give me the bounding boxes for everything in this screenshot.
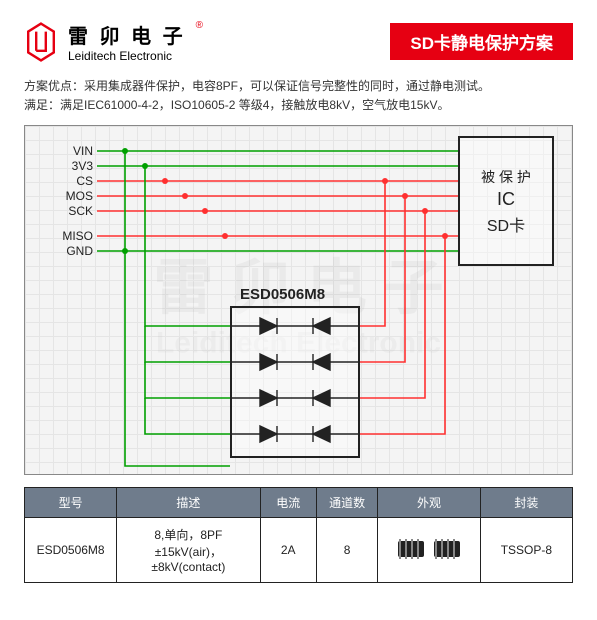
wires [25,126,573,475]
reg-mark: ® [196,20,203,31]
cell-channels: 8 [316,518,377,583]
logo-en-text: Leiditech Electronic [68,49,186,63]
th-package: 封装 [480,488,572,518]
desc-line2: 满足：满足IEC61000-4-2，ISO10605-2 等级4，接触放电8kV… [24,96,573,115]
th-model: 型号 [25,488,117,518]
header: 雷 卯 电 子 Leiditech Electronic ® SD卡静电保护方案 [24,20,573,63]
cell-current: 2A [260,518,316,583]
circuit-diagram: 雷 卯 电 子 Leiditech Electronic VIN 3V3 CS … [24,125,573,475]
logo-icon [24,22,58,62]
cell-desc: 8,单向，8PF ±15kV(air)， ±8kV(contact) [117,518,260,583]
th-appearance: 外观 [378,488,480,518]
logo-block: 雷 卯 电 子 Leiditech Electronic ® [24,20,203,63]
th-channels: 通道数 [316,488,377,518]
spec-table: 型号 描述 电流 通道数 外观 封装 ESD0506M8 8,单向，8PF ±1… [24,487,573,583]
description: 方案优点：采用集成器件保护，电容8PF，可以保证信号完整性的同时，通过静电测试。… [24,77,573,115]
table-header-row: 型号 描述 电流 通道数 外观 封装 [25,488,573,518]
cell-package: TSSOP-8 [480,518,572,583]
logo-cn-text: 雷 卯 电 子 [68,20,186,49]
desc-line1: 方案优点：采用集成器件保护，电容8PF，可以保证信号完整性的同时，通过静电测试。 [24,77,573,96]
page-title: SD卡静电保护方案 [390,23,573,60]
table-row: ESD0506M8 8,单向，8PF ±15kV(air)， ±8kV(cont… [25,518,573,583]
cell-model: ESD0506M8 [25,518,117,583]
th-current: 电流 [260,488,316,518]
th-desc: 描述 [117,488,260,518]
chip-icon [394,535,464,563]
cell-appearance [378,518,480,583]
